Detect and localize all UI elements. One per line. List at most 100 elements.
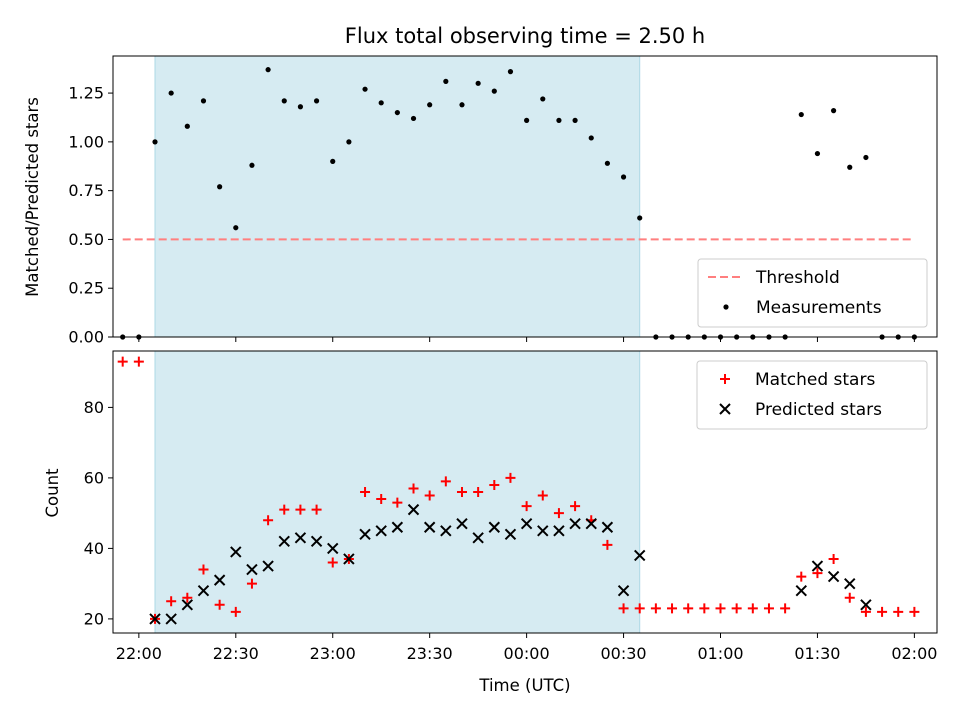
- measurement-point: [427, 102, 433, 108]
- matched-star-point: [570, 501, 581, 512]
- predicted-star-point: [569, 518, 581, 530]
- matched-star-point: [198, 564, 209, 575]
- matched-star-point: [456, 487, 467, 497]
- matched-star-point: [553, 508, 564, 519]
- predicted-star-point: [601, 521, 614, 533]
- predicted-star-point: [343, 553, 355, 565]
- x-tick-label: 00:30: [601, 644, 647, 663]
- measurement-point: [814, 150, 821, 157]
- matched-star-point: [667, 603, 678, 614]
- top-y-tick-label: 0.50: [68, 230, 104, 249]
- matched-star-point: [747, 603, 758, 614]
- x-tick-label: 01:00: [697, 644, 743, 663]
- bottom-y-tick-label: 20: [84, 609, 104, 628]
- measurement-point: [830, 108, 837, 114]
- legend-measurement-swatch: [723, 304, 729, 310]
- x-tick-label: 23:00: [310, 644, 356, 663]
- x-axis-label: Time (UTC): [478, 676, 570, 695]
- predicted-star-point: [472, 532, 484, 544]
- measurement-point: [847, 164, 853, 170]
- measurement-point: [281, 98, 287, 104]
- matched-star-point: [521, 501, 532, 512]
- bottom-observing-window: [155, 351, 640, 633]
- top-legend: Threshold Measurements: [697, 258, 928, 328]
- bottom-series-cross: [149, 503, 872, 625]
- matched-star-point: [473, 487, 484, 497]
- predicted-star-point: [359, 528, 371, 541]
- measurement-point: [265, 67, 271, 73]
- measurement-point: [524, 117, 530, 123]
- x-tick-label: 23:30: [407, 644, 453, 663]
- predicted-star-point: [165, 613, 177, 625]
- matched-star-point: [715, 603, 726, 614]
- matched-star-point: [893, 606, 904, 617]
- predicted-star-point: [440, 525, 452, 537]
- predicted-star-point: [391, 521, 404, 533]
- bottom-plot-frame: [112, 350, 938, 634]
- x-tick-label: 00:00: [504, 644, 550, 663]
- measurement-point: [637, 215, 643, 221]
- matched-star-point: [311, 504, 322, 515]
- matched-star-point: [796, 571, 807, 582]
- matched-star-point: [214, 599, 225, 610]
- matched-star-point: [279, 504, 290, 515]
- top-observing-window: [155, 56, 640, 337]
- measurement-point: [362, 86, 368, 92]
- matched-star-point: [634, 603, 645, 614]
- top-y-tick-label: 1.00: [68, 132, 104, 151]
- measurement-point: [620, 174, 627, 180]
- x-tick-label: 22:00: [116, 644, 162, 663]
- top-legend-box: [697, 258, 928, 328]
- measurement-point: [572, 117, 578, 123]
- measurement-point: [540, 96, 546, 102]
- predicted-star-point: [844, 577, 856, 590]
- bottom-y-tick-label: 40: [84, 539, 104, 558]
- bottom-y-tick-label: 80: [84, 398, 104, 417]
- matched-star-point: [295, 504, 306, 515]
- matched-star-point: [166, 596, 177, 607]
- matched-star-point: [763, 603, 774, 614]
- matched-star-point: [844, 592, 855, 603]
- matched-star-point: [424, 490, 435, 501]
- bottom-y-axis-label: Count: [43, 468, 62, 518]
- matched-star-point: [780, 603, 791, 614]
- matched-star-point: [812, 568, 823, 579]
- measurement-point: [297, 104, 304, 110]
- matched-star-point: [263, 515, 274, 526]
- predicted-star-point: [262, 560, 274, 572]
- legend-label: Matched stars: [755, 370, 875, 390]
- matched-star-point: [408, 483, 419, 494]
- predicted-star-point: [860, 599, 872, 611]
- count-panel: 20 40 60 80 22:00 22:30 23:00 23:30 00:00 00:30 01…: [84, 350, 938, 663]
- legend-label: Threshold: [755, 268, 840, 288]
- legend-label: Measurements: [756, 298, 882, 318]
- matched-star-point: [860, 606, 871, 617]
- predicted-star-point: [795, 584, 807, 597]
- predicted-star-point: [617, 584, 630, 597]
- measurement-point: [200, 98, 207, 104]
- top-y-tick-label: 0.25: [68, 279, 104, 298]
- measurement-point: [491, 88, 497, 94]
- matched-star-point: [602, 539, 613, 550]
- measurement-point: [475, 80, 481, 86]
- matched-star-point: [327, 557, 338, 568]
- measurement-point: [443, 78, 449, 84]
- predicted-star-point: [488, 521, 501, 533]
- measurement-point: [330, 158, 336, 164]
- predicted-star-point: [294, 532, 307, 544]
- matched-star-point: [650, 603, 661, 614]
- predicted-star-point: [520, 518, 533, 530]
- matched-star-point: [246, 578, 257, 589]
- legend-matched-swatch: [720, 374, 730, 384]
- measurement-point: [863, 154, 869, 161]
- matched-star-point: [376, 494, 387, 505]
- matched-star-point: [230, 606, 241, 617]
- top-y-axis-label: Matched/Predicted stars: [23, 97, 42, 297]
- predicted-star-point: [278, 535, 290, 548]
- legend-label: Predicted stars: [755, 400, 882, 420]
- predicted-star-point: [375, 525, 387, 537]
- matched-star-point: [618, 603, 629, 614]
- matched-star-point: [683, 603, 694, 614]
- measurement-point: [313, 98, 320, 104]
- measurement-point: [184, 123, 190, 129]
